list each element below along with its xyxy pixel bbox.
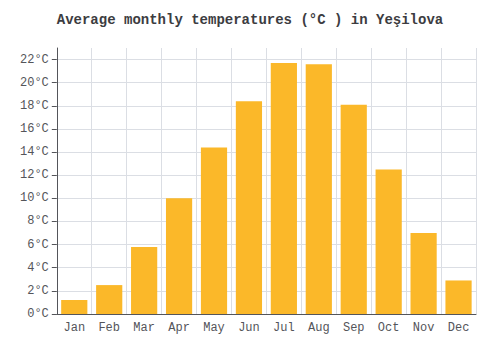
svg-text:18°C: 18°C: [20, 99, 49, 113]
svg-text:Feb: Feb: [98, 321, 120, 335]
svg-text:Aug: Aug: [308, 321, 330, 335]
svg-text:14°C: 14°C: [20, 145, 49, 159]
svg-text:16°C: 16°C: [20, 122, 49, 136]
svg-text:Jun: Jun: [238, 321, 260, 335]
svg-text:6°C: 6°C: [27, 238, 49, 252]
svg-text:Jan: Jan: [63, 321, 85, 335]
svg-text:10°C: 10°C: [20, 191, 49, 205]
svg-text:4°C: 4°C: [27, 261, 49, 275]
svg-text:Average monthly temperatures (: Average monthly temperatures (°C ) in Ye…: [57, 12, 444, 28]
svg-text:Nov: Nov: [413, 321, 435, 335]
svg-text:12°C: 12°C: [20, 168, 49, 182]
svg-text:May: May: [203, 321, 225, 335]
svg-text:Mar: Mar: [133, 321, 155, 335]
svg-text:Oct: Oct: [378, 321, 400, 335]
svg-text:8°C: 8°C: [27, 214, 49, 228]
svg-text:2°C: 2°C: [27, 284, 49, 298]
svg-text:Sep: Sep: [343, 321, 365, 335]
svg-text:22°C: 22°C: [20, 53, 49, 67]
svg-text:0°C: 0°C: [27, 307, 49, 321]
svg-text:Jul: Jul: [273, 321, 295, 335]
svg-text:Apr: Apr: [168, 321, 190, 335]
svg-text:Dec: Dec: [448, 321, 470, 335]
svg-text:20°C: 20°C: [20, 76, 49, 90]
